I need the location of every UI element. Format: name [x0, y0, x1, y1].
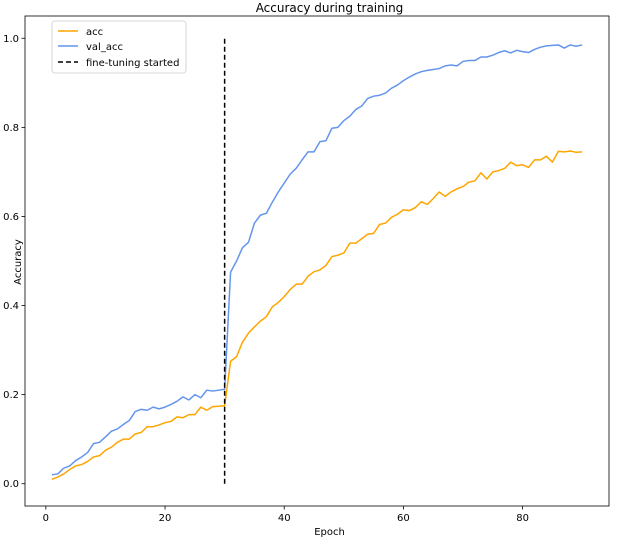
legend-label-acc: acc: [86, 27, 103, 38]
y-tick-label: 0.2: [3, 390, 19, 401]
legend: acc val_acc fine-tuning started: [51, 20, 187, 74]
x-tick-label: 0: [43, 513, 49, 524]
x-tick-label: 80: [516, 513, 529, 524]
y-tick-label: 0.0: [3, 479, 19, 490]
y-tick-label: 0.6: [3, 212, 19, 223]
x-axis-ticks: 0 20 40 60 80: [43, 506, 529, 524]
axes-frame: [24, 15, 610, 507]
x-tick-label: 20: [159, 513, 172, 524]
series-line-val-acc: [51, 44, 583, 476]
x-tick-label: 60: [397, 513, 410, 524]
legend-box: [51, 20, 187, 74]
plot-lines: [51, 38, 583, 484]
y-tick-label: 0.8: [3, 123, 19, 134]
chart-title: Accuracy during training: [256, 1, 404, 15]
legend-label-fine-tuning: fine-tuning started: [86, 58, 179, 69]
x-axis-label: Epoch: [314, 527, 345, 538]
legend-label-val-acc: val_acc: [86, 42, 123, 53]
y-axis-label: Accuracy: [13, 239, 24, 285]
series-line-acc: [51, 150, 583, 480]
y-tick-label: 1.0: [3, 34, 19, 45]
y-tick-label: 0.4: [3, 301, 19, 312]
x-tick-label: 40: [278, 513, 291, 524]
y-axis-ticks: 0.0 0.2 0.4 0.6 0.8 1.0: [3, 34, 25, 490]
